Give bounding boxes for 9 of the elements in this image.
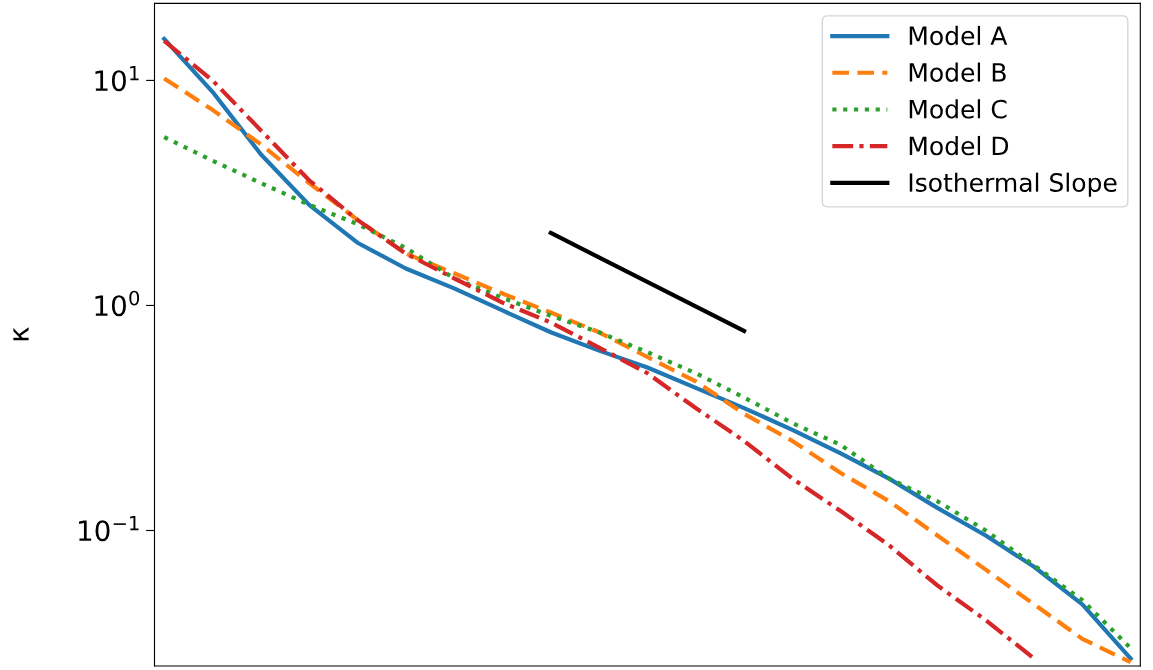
legend-label: Model B xyxy=(909,62,1006,82)
y-tick-label: 10$^{1}$ xyxy=(95,65,139,92)
legend-label: Model D xyxy=(909,135,1009,156)
y-tick-label: 10$^{0}$ xyxy=(95,290,140,317)
legend-label: Model A xyxy=(909,25,1008,46)
y-tick-label: 10$^{−1}$ xyxy=(79,516,139,542)
legend-label: Model C xyxy=(909,99,1007,119)
legend-label: Isothermal Slope xyxy=(909,172,1117,197)
y-axis-title: κ xyxy=(13,327,29,341)
